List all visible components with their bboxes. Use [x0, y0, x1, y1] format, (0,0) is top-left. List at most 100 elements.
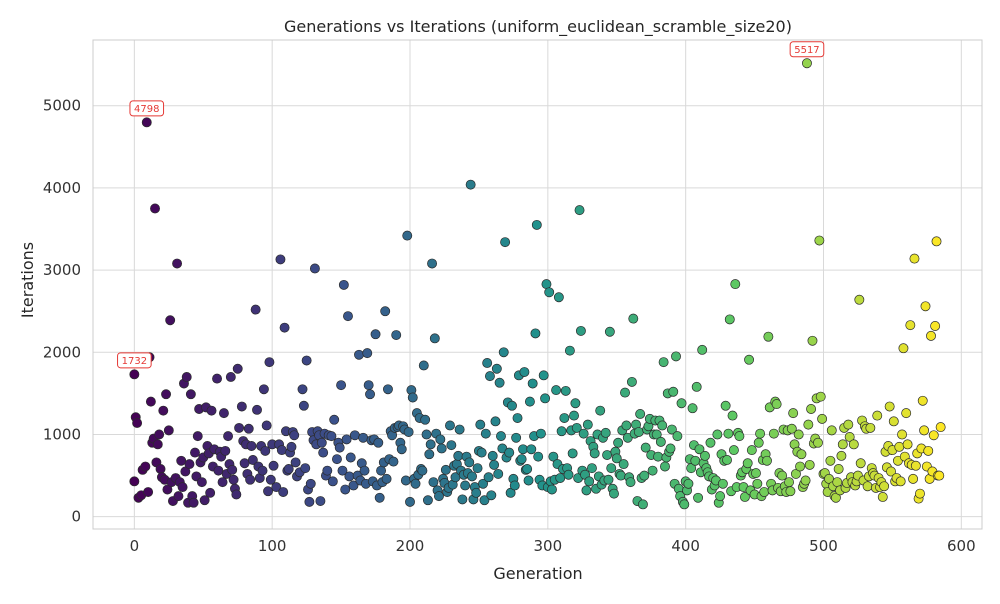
- data-point: [290, 457, 301, 468]
- data-point: [381, 473, 392, 484]
- data-point: [538, 370, 549, 381]
- data-point: [453, 450, 464, 461]
- data-point: [553, 292, 564, 303]
- data-point: [759, 487, 770, 497]
- data-point: [483, 472, 494, 483]
- data-point: [872, 410, 883, 421]
- y-tick-label: 3000: [43, 261, 81, 279]
- data-point: [446, 440, 457, 451]
- data-point: [196, 477, 207, 488]
- data-point: [143, 487, 154, 497]
- data-point: [653, 451, 664, 462]
- data-point: [465, 179, 476, 190]
- data-point: [888, 416, 899, 427]
- data-point: [544, 287, 555, 298]
- data-point: [213, 465, 224, 476]
- data-point: [341, 434, 352, 445]
- data-point: [804, 459, 815, 470]
- data-point: [862, 481, 873, 492]
- data-point: [826, 425, 837, 436]
- data-point: [165, 315, 176, 326]
- data-point: [833, 464, 844, 474]
- data-point: [345, 452, 356, 463]
- data-point: [690, 455, 701, 466]
- data-point: [370, 329, 381, 340]
- data-point: [915, 488, 925, 499]
- data-point: [894, 441, 905, 452]
- data-point: [640, 442, 651, 453]
- data-point: [784, 477, 794, 488]
- data-point: [813, 437, 823, 448]
- data-point: [877, 491, 888, 502]
- data-point: [161, 389, 171, 400]
- data-point: [908, 473, 919, 484]
- data-point: [445, 420, 455, 431]
- data-point: [152, 439, 163, 450]
- data-point: [489, 459, 500, 470]
- data-point: [848, 439, 859, 450]
- data-point: [930, 321, 941, 331]
- data-point: [479, 495, 490, 506]
- data-point: [176, 455, 187, 466]
- data-point: [935, 422, 946, 433]
- chart-title: Generations vs Iterations (uniform_eucli…: [284, 17, 792, 37]
- data-point: [460, 480, 471, 491]
- data-point: [753, 437, 764, 448]
- data-point: [512, 413, 523, 424]
- data-point: [768, 428, 779, 439]
- data-point: [600, 427, 611, 438]
- data-point: [793, 429, 804, 440]
- data-point: [358, 432, 369, 443]
- data-point: [498, 347, 509, 358]
- data-point: [421, 429, 432, 440]
- data-point: [247, 455, 258, 465]
- data-point: [926, 330, 936, 341]
- data-point: [570, 398, 581, 409]
- data-point: [730, 279, 741, 290]
- data-point: [618, 459, 629, 470]
- data-point: [205, 487, 216, 498]
- data-point: [547, 484, 557, 495]
- data-point: [349, 430, 360, 441]
- annotation-box: [117, 352, 152, 369]
- data-point: [505, 487, 516, 498]
- data-point: [655, 436, 666, 447]
- data-point: [920, 301, 931, 312]
- data-point: [177, 482, 188, 493]
- data-point: [344, 471, 355, 482]
- data-point: [326, 431, 337, 442]
- data-point: [490, 416, 501, 427]
- data-point: [129, 369, 140, 380]
- data-point: [172, 258, 183, 269]
- annotation-box: [129, 100, 165, 117]
- data-point: [647, 465, 658, 476]
- data-point: [359, 465, 370, 476]
- data-point: [720, 400, 731, 411]
- y-tick-label: 5000: [43, 97, 81, 115]
- data-point: [786, 423, 797, 434]
- data-point: [309, 263, 320, 274]
- data-point: [660, 461, 670, 472]
- data-point: [383, 384, 393, 395]
- data-point: [227, 464, 238, 475]
- data-point: [245, 474, 256, 485]
- x-tick-label: 400: [671, 537, 700, 555]
- data-point: [615, 470, 626, 481]
- data-point: [715, 491, 726, 502]
- data-point: [895, 476, 906, 487]
- data-point: [396, 444, 407, 455]
- data-point: [651, 429, 662, 440]
- data-point: [289, 430, 300, 441]
- data-point: [771, 399, 782, 410]
- data-point: [712, 429, 723, 440]
- data-point: [625, 477, 636, 488]
- data-point: [173, 491, 184, 502]
- data-point: [145, 396, 156, 407]
- data-point: [298, 400, 309, 411]
- data-point: [472, 463, 483, 474]
- data-point: [802, 58, 812, 69]
- data-point: [234, 422, 245, 433]
- data-point: [575, 325, 586, 336]
- data-point: [231, 489, 242, 500]
